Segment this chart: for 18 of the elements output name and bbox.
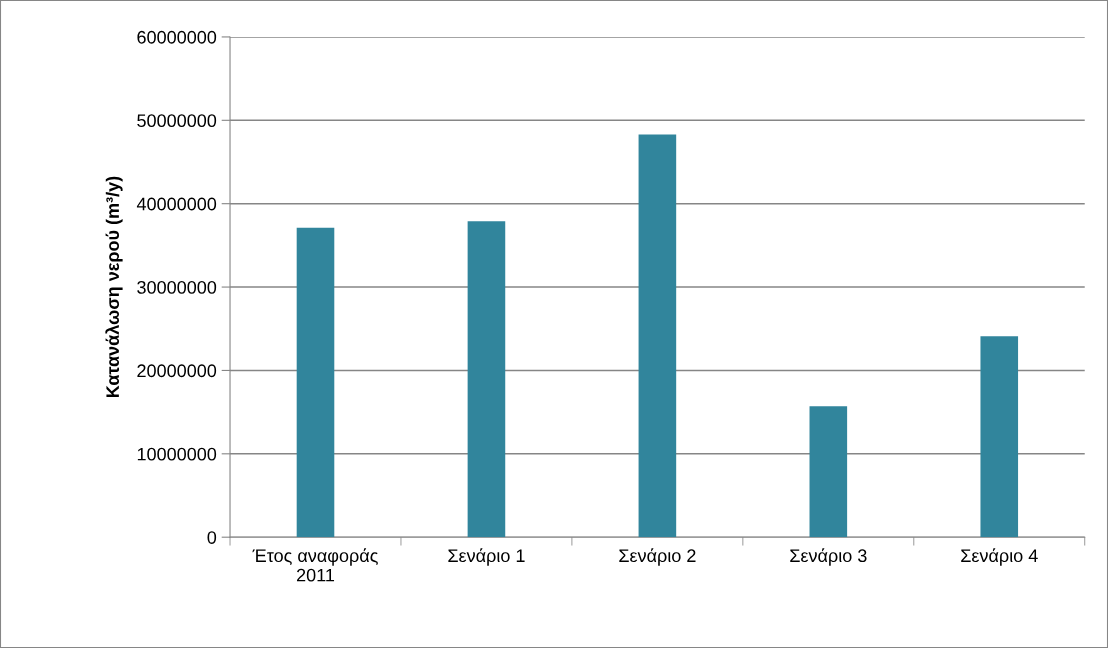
y-axis-title: Κατανάλωση νερού (m³/y) bbox=[105, 176, 123, 398]
y-tick-label: 40000000 bbox=[136, 197, 217, 211]
y-tick-label: 0 bbox=[207, 531, 217, 544]
bar bbox=[809, 406, 848, 538]
x-tick-label: Σενάριο 4 bbox=[961, 548, 1038, 566]
y-tick-label: 20000000 bbox=[137, 364, 217, 378]
x-tick-label: Σενάριο 3 bbox=[790, 548, 867, 566]
x-tick-label: Σενάριο 1 bbox=[448, 548, 525, 566]
y-tick-label: 60000000 bbox=[137, 30, 217, 44]
bar bbox=[296, 227, 335, 538]
bar bbox=[980, 336, 1019, 538]
y-tick-label: 30000000 bbox=[137, 281, 217, 294]
x-tick-label: Έτος αναφοράς 2011 bbox=[252, 548, 378, 582]
y-tick-label: 10000000 bbox=[137, 447, 217, 461]
bar bbox=[467, 221, 506, 538]
y-tick-label: 50000000 bbox=[137, 114, 217, 128]
x-tick-label: Σενάριο 2 bbox=[619, 548, 696, 566]
bar bbox=[638, 134, 677, 538]
